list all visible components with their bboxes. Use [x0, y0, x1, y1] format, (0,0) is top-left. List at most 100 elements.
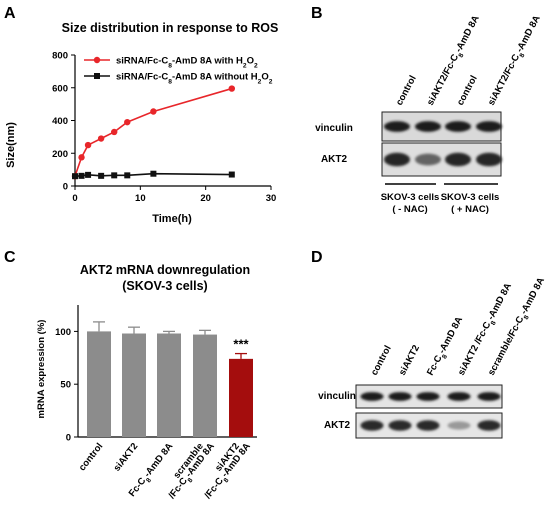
blot-d-lane-label: control	[369, 344, 394, 378]
blot-d-lane-label-part: 8	[489, 320, 497, 327]
blot-b-group-1-line1: SKOV-3 cells	[381, 192, 440, 203]
blot-d-lane-label: scramble/Fc-C8-AmD 8A	[486, 276, 549, 379]
chart-a-xtick-label: 10	[135, 193, 146, 204]
chart-a-point	[85, 171, 92, 178]
chart-a-legend-label-part: 2	[254, 62, 258, 69]
chart-a-legend-label-part: 2	[243, 62, 247, 69]
chart-c-subtitle: (SKOV-3 cells)	[122, 279, 207, 293]
chart-c-category-label: siAKT2	[112, 441, 141, 474]
chart-a-ylabel: Size(nm)	[5, 122, 17, 168]
blot-d-band-vinculin	[388, 392, 412, 401]
blot-b-band-vinculin	[445, 121, 471, 132]
chart-a-point	[124, 172, 131, 179]
chart-a-ytick-label: 400	[52, 116, 68, 127]
chart-a-legend-marker	[94, 73, 100, 79]
chart-c-category-label-part: 8	[145, 476, 153, 483]
blot-d-lane-label-part: -AmD 8A	[437, 315, 466, 356]
chart-a-legend-label-part: siRNA/Fc-C	[116, 56, 168, 67]
blot-d-band-akt2	[447, 421, 471, 430]
blot-d-lane-label-part: 8	[441, 353, 449, 360]
panel-letter-a: A	[4, 5, 16, 22]
blot-b-lane-label: control	[394, 74, 419, 108]
blot-b-lane-label-part: siAKT2/Fc-C	[486, 52, 522, 107]
blot-b-group-2-line2: ( + NAC)	[451, 204, 489, 215]
blot-b-band-vinculin	[415, 121, 441, 132]
chart-a-legend-label-part: O	[261, 72, 268, 83]
blot-b-band-vinculin	[476, 121, 502, 132]
chart-a-ytick-label: 600	[52, 83, 68, 94]
blot-d-band-akt2	[360, 420, 384, 431]
blot-d-band-vinculin	[360, 392, 384, 401]
chart-a-point	[150, 108, 157, 115]
chart-c-category-label: control	[77, 441, 105, 473]
chart-a-point	[111, 128, 118, 136]
chart-a-xtick-label: 20	[200, 193, 211, 204]
blot-b-lane-label-part: control	[394, 74, 419, 108]
blot-b-lane-label-part: control	[455, 74, 480, 108]
chart-c-bar	[157, 333, 181, 437]
blot-b-lane-label-part: -AmD 8A	[514, 14, 543, 55]
blot-d-row-label-vinculin: vinculin	[318, 391, 356, 402]
chart-c-category-label-part: siAKT2	[112, 441, 141, 474]
chart-a-ytick-label: 200	[52, 149, 68, 160]
blot-b-band-akt2	[476, 152, 502, 167]
chart-a-series-line-1	[74, 87, 233, 177]
chart-c-category-label-part: 8	[186, 476, 194, 483]
chart-c-category-label-part: 8	[222, 476, 230, 483]
chart-a-legend-label-part: siRNA/Fc-C	[116, 72, 168, 83]
blot-d-lane-label-part: -AmD 8A	[518, 276, 547, 317]
chart-c-ylabel: mRNA expression (%)	[36, 320, 47, 419]
chart-c-title: AKT2 mRNA downregulation	[80, 263, 250, 277]
chart-a-ytick-label: 0	[63, 182, 68, 193]
chart-a-title: Size distribution in response to ROS	[62, 21, 279, 35]
blot-d-band-akt2	[388, 420, 412, 431]
blot-b-lane-label-part: -AmD 8A	[453, 14, 482, 55]
panel-c-bar-chart: AKT2 mRNA downregulation (SKOV-3 cells) …	[36, 263, 257, 501]
blot-b-lane-label: siAKT2/Fc-C8-AmD 8A	[486, 14, 545, 109]
panel-letter-c: C	[4, 249, 16, 266]
chart-c-ytick-label: 0	[66, 433, 71, 444]
chart-a-point	[228, 85, 235, 92]
chart-a-legend-label-part: -AmD 8A without H	[172, 72, 258, 83]
chart-a-point	[97, 135, 105, 142]
chart-c-significance-annotation: ***	[233, 337, 249, 352]
blot-d-band-akt2	[416, 420, 440, 431]
chart-c-bar	[229, 358, 253, 437]
panel-letter-b: B	[311, 5, 323, 22]
blot-b-lane-label: control	[455, 74, 480, 108]
blot-b-band-vinculin	[384, 121, 410, 132]
chart-c-bar	[122, 333, 146, 437]
chart-c-bar	[193, 334, 217, 437]
blot-d-lane-label-part: -AmD 8A	[485, 281, 514, 322]
chart-a-legend-marker	[93, 56, 101, 64]
chart-a-point	[72, 173, 78, 180]
blot-d-band-vinculin	[447, 392, 471, 401]
chart-a-legend-label: siRNA/Fc-C8-AmD 8A with H2O2	[116, 56, 258, 70]
chart-a-legend-label: siRNA/Fc-C8-AmD 8A without H2O2	[116, 72, 273, 86]
chart-a-point	[78, 154, 85, 161]
blot-b-lane-label-part: 8	[457, 52, 465, 59]
chart-c-bar	[87, 331, 111, 437]
blot-b-band-akt2	[415, 153, 441, 166]
blot-d-band-vinculin	[477, 392, 501, 401]
chart-a-point	[228, 171, 235, 178]
panel-letter-d: D	[311, 249, 323, 266]
blot-d-lane-label: siAKT2	[397, 343, 422, 377]
blot-d-lane-label: siAKT2 /Fc-C8-AmD 8A	[456, 281, 516, 378]
chart-a-point	[111, 172, 118, 179]
chart-a-point	[150, 170, 157, 177]
chart-a-point	[98, 172, 105, 179]
chart-a-legend-label-part: O	[247, 56, 254, 67]
blot-b-row-label-akt2: AKT2	[321, 154, 348, 165]
chart-a-point	[124, 118, 131, 126]
chart-a-xtick-label: 0	[72, 193, 77, 204]
blot-d-lane-label-part: control	[369, 344, 394, 378]
chart-a-point	[84, 141, 92, 149]
chart-a-ytick-label: 800	[52, 51, 68, 62]
blot-b-row-label-vinculin: vinculin	[315, 123, 353, 134]
blot-d-row-label-akt2: AKT2	[324, 420, 351, 431]
chart-a-legend-label-part: 8	[168, 62, 172, 69]
